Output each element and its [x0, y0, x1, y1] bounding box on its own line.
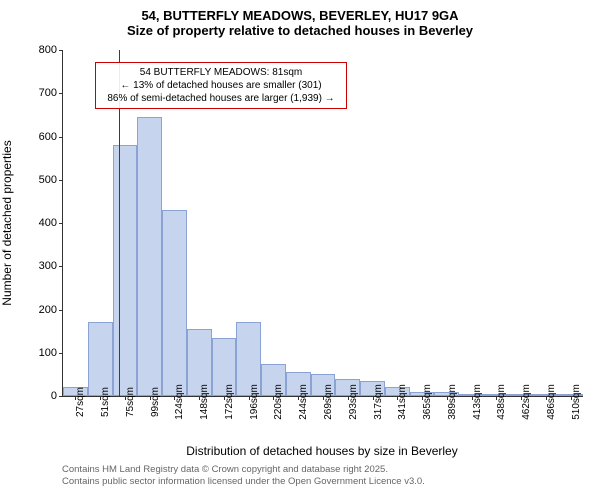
x-tick-label: 27sqm	[75, 387, 86, 417]
histogram-bar	[137, 117, 162, 396]
x-tick-label: 317sqm	[373, 384, 384, 420]
x-tick-mark	[199, 396, 200, 400]
annotation-line3: 86% of semi-detached houses are larger (…	[101, 92, 341, 105]
y-tick-label: 100	[27, 347, 57, 359]
x-tick-mark	[298, 396, 299, 400]
footer: Contains HM Land Registry data © Crown c…	[62, 464, 425, 489]
chart-title-line1: 54, BUTTERFLY MEADOWS, BEVERLEY, HU17 9G…	[0, 0, 600, 23]
x-tick-mark	[100, 396, 101, 400]
histogram-bar	[113, 145, 138, 396]
x-tick-label: 438sqm	[496, 384, 507, 420]
y-tick-label: 500	[27, 174, 57, 186]
x-tick-label: 196sqm	[249, 384, 260, 420]
x-tick-mark	[373, 396, 374, 400]
x-tick-mark	[249, 396, 250, 400]
y-tick-label: 800	[27, 44, 57, 56]
x-tick-mark	[150, 396, 151, 400]
x-tick-mark	[521, 396, 522, 400]
x-tick-label: 341sqm	[397, 384, 408, 420]
x-tick-mark	[273, 396, 274, 400]
x-tick-mark	[422, 396, 423, 400]
x-tick-label: 510sqm	[571, 384, 582, 420]
histogram-bar	[88, 322, 113, 396]
y-tick-mark	[59, 137, 63, 138]
y-tick-mark	[59, 93, 63, 94]
chart-title-line2: Size of property relative to detached ho…	[0, 23, 600, 42]
annotation-line1: 54 BUTTERFLY MEADOWS: 81sqm	[101, 66, 341, 79]
x-tick-mark	[546, 396, 547, 400]
footer-line1: Contains HM Land Registry data © Crown c…	[62, 464, 425, 476]
x-tick-label: 124sqm	[174, 384, 185, 420]
x-tick-label: 148sqm	[199, 384, 210, 420]
y-tick-label: 300	[27, 260, 57, 272]
x-tick-label: 269sqm	[323, 384, 334, 420]
y-axis-title: Number of detached properties	[0, 140, 14, 305]
y-tick-mark	[59, 223, 63, 224]
y-tick-mark	[59, 180, 63, 181]
x-tick-mark	[447, 396, 448, 400]
y-tick-label: 0	[27, 390, 57, 402]
y-tick-mark	[59, 353, 63, 354]
x-tick-mark	[348, 396, 349, 400]
x-tick-label: 99sqm	[150, 387, 161, 417]
x-axis-title: Distribution of detached houses by size …	[62, 444, 582, 458]
x-tick-mark	[323, 396, 324, 400]
x-tick-label: 51sqm	[100, 387, 111, 417]
histogram-bar	[162, 210, 187, 396]
y-tick-label: 600	[27, 131, 57, 143]
y-tick-label: 700	[27, 87, 57, 99]
x-tick-mark	[397, 396, 398, 400]
x-tick-label: 172sqm	[224, 384, 235, 420]
x-tick-mark	[174, 396, 175, 400]
x-tick-label: 389sqm	[447, 384, 458, 420]
x-tick-mark	[571, 396, 572, 400]
x-tick-label: 293sqm	[348, 384, 359, 420]
x-tick-mark	[472, 396, 473, 400]
x-tick-mark	[496, 396, 497, 400]
x-tick-mark	[224, 396, 225, 400]
x-tick-label: 413sqm	[472, 384, 483, 420]
footer-line2: Contains public sector information licen…	[62, 476, 425, 488]
x-tick-label: 244sqm	[298, 384, 309, 420]
y-tick-mark	[59, 50, 63, 51]
x-tick-label: 75sqm	[125, 387, 136, 417]
x-tick-label: 486sqm	[546, 384, 557, 420]
x-tick-label: 462sqm	[521, 384, 532, 420]
annotation-line2: ← 13% of detached houses are smaller (30…	[101, 79, 341, 92]
y-tick-label: 400	[27, 217, 57, 229]
x-tick-mark	[125, 396, 126, 400]
y-tick-mark	[59, 266, 63, 267]
annotation-box: 54 BUTTERFLY MEADOWS: 81sqm ← 13% of det…	[95, 62, 347, 109]
x-tick-mark	[75, 396, 76, 400]
y-tick-label: 200	[27, 304, 57, 316]
x-tick-label: 220sqm	[273, 384, 284, 420]
x-tick-label: 365sqm	[422, 384, 433, 420]
y-tick-mark	[59, 310, 63, 311]
y-tick-mark	[59, 396, 63, 397]
chart-container: 54, BUTTERFLY MEADOWS, BEVERLEY, HU17 9G…	[0, 0, 600, 500]
